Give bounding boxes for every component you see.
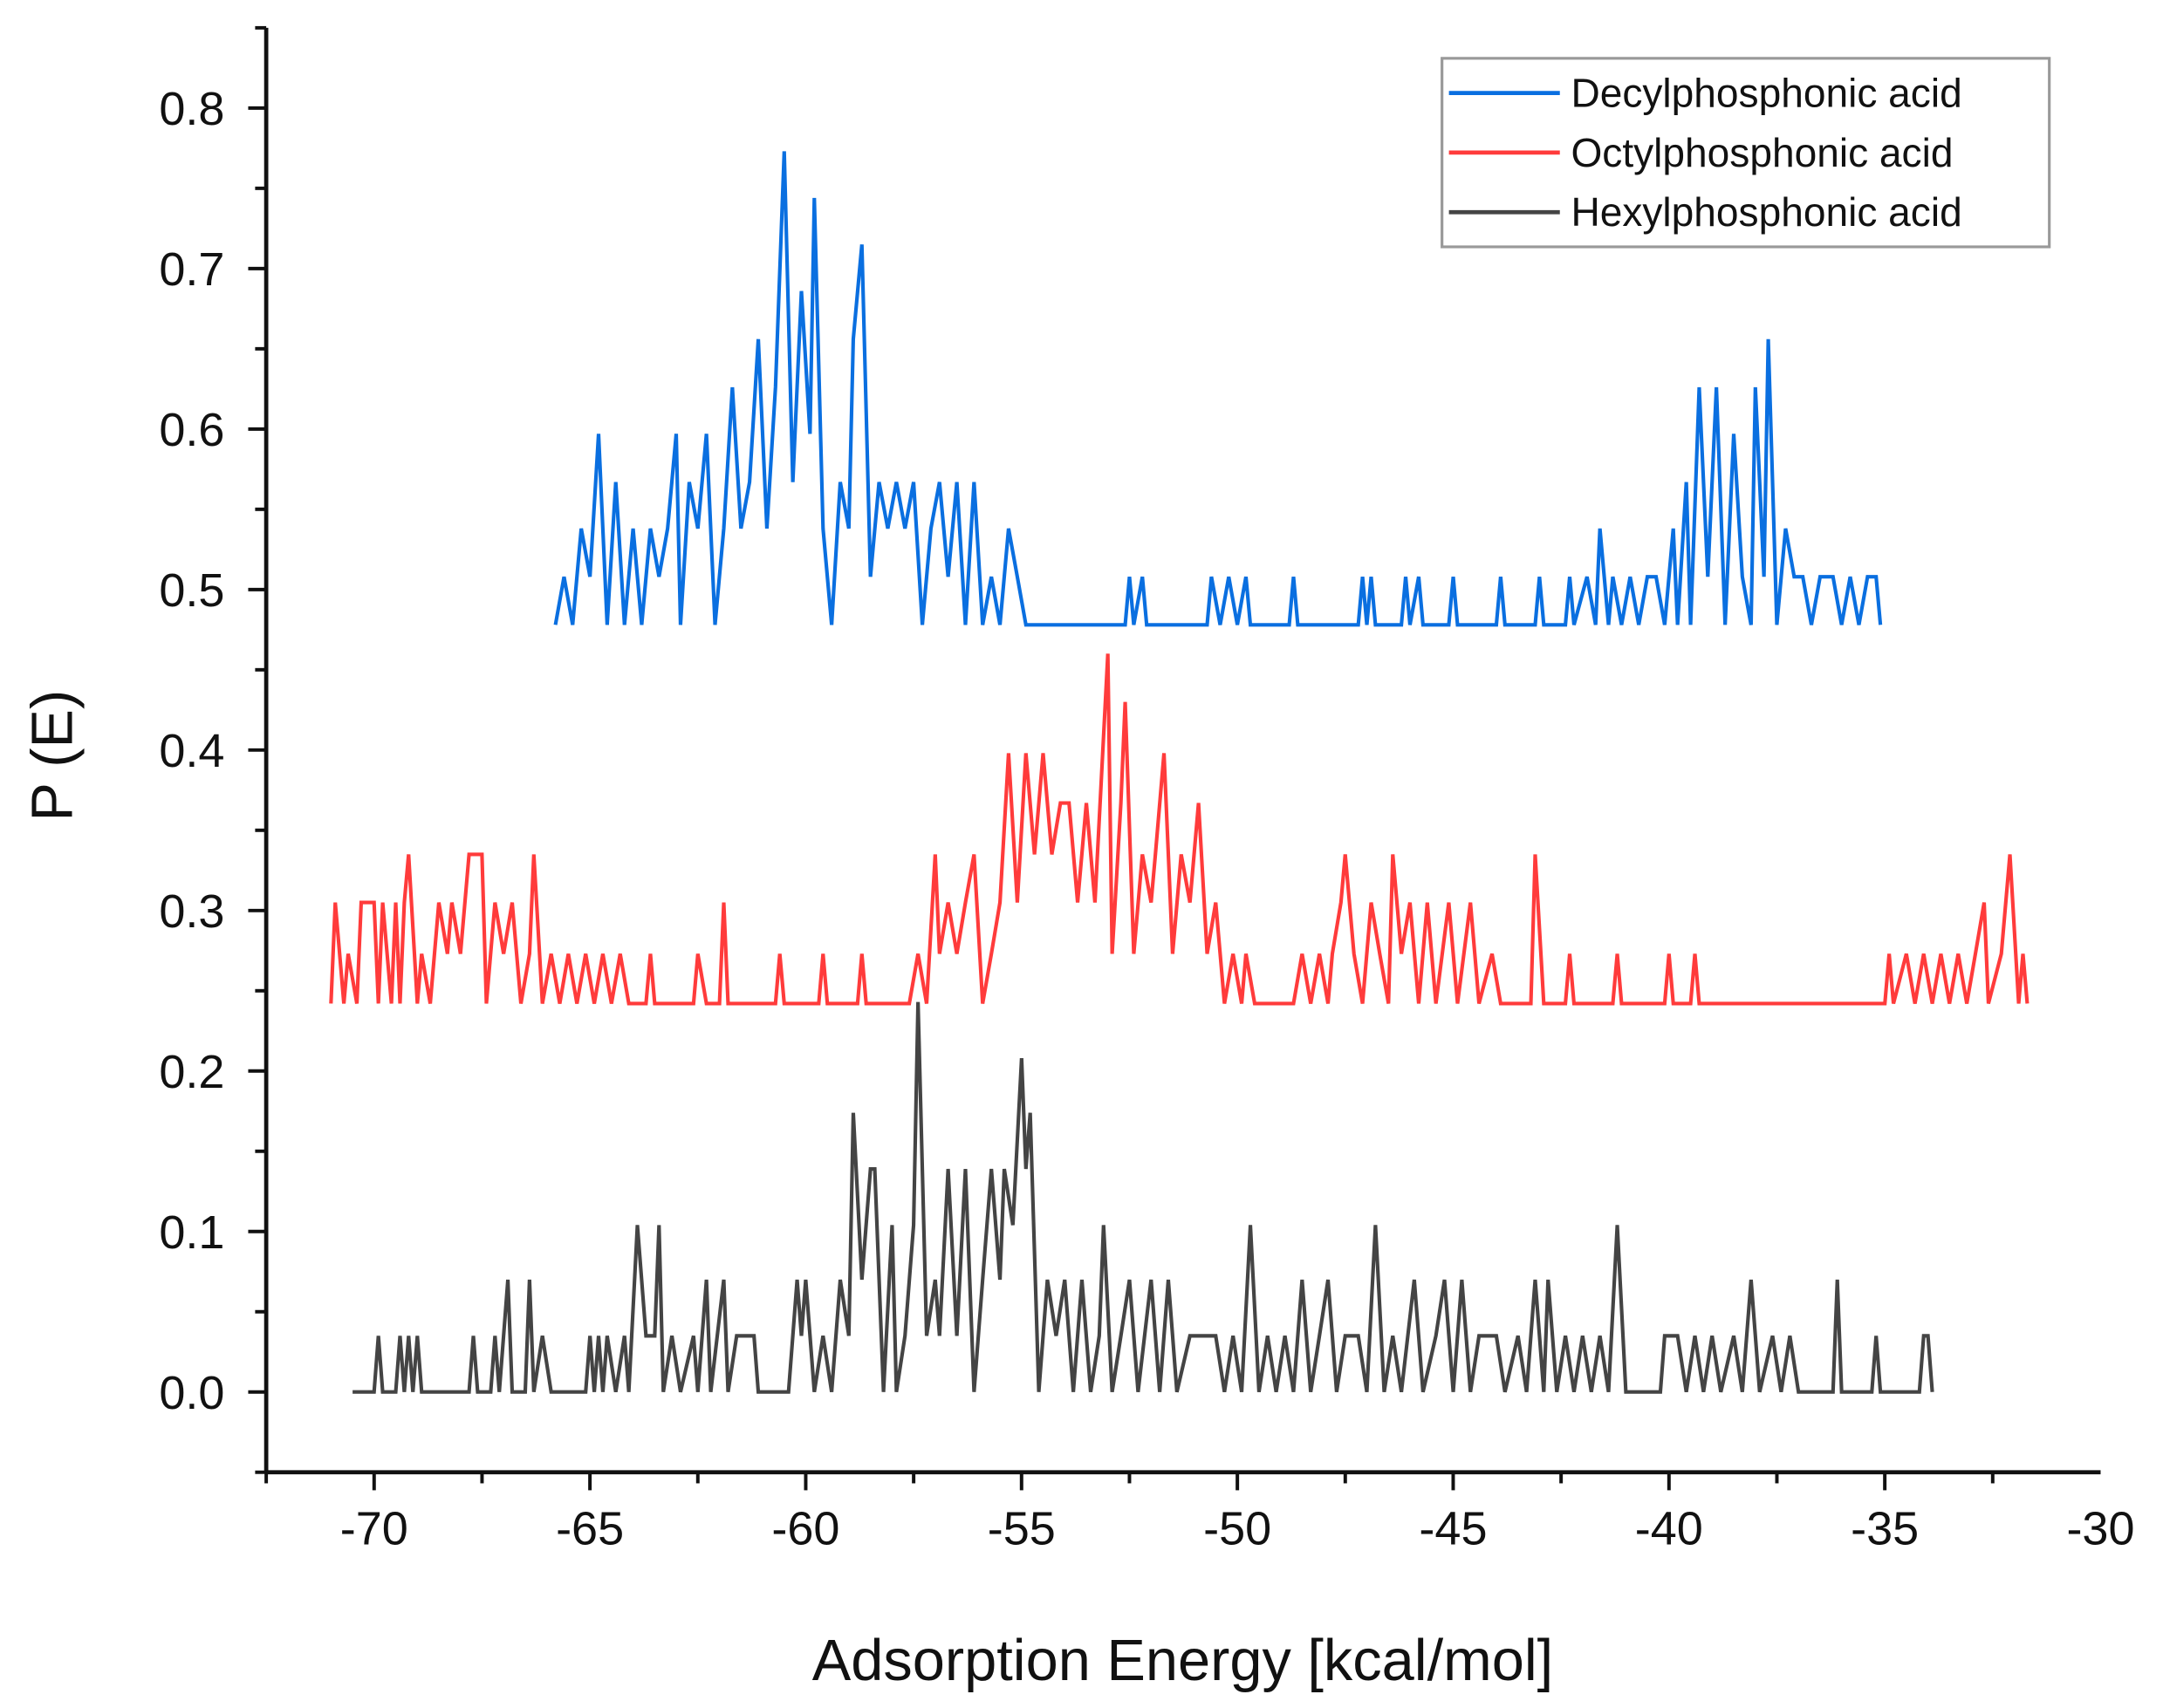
x-tick-label: -65 bbox=[556, 1502, 624, 1554]
y-tick-label: 0.2 bbox=[159, 1046, 224, 1098]
y-axis-title: P (E) bbox=[21, 690, 86, 822]
x-tick-label: -35 bbox=[1851, 1502, 1919, 1554]
legend-label-decylphosphonic-acid: Decylphosphonic acid bbox=[1571, 70, 1961, 115]
y-tick-label: 0.4 bbox=[159, 725, 224, 777]
legend: Decylphosphonic acid Octylphosphonic acid… bbox=[1441, 57, 2051, 249]
x-tick-label: -30 bbox=[2066, 1502, 2134, 1554]
x-tick-label: -60 bbox=[771, 1502, 839, 1554]
x-axis-title: Adsorption Energy [kcal/mol] bbox=[812, 1629, 1553, 1693]
axes: -70 -65 -60 -55 -50 -45 -40 -35 -30 0.0 0.1 0.2 0.3 0… bbox=[159, 25, 2135, 1554]
y-tick-label: 0.7 bbox=[159, 243, 224, 296]
legend-label-hexylphosphonic-acid: Hexylphosphonic acid bbox=[1571, 189, 1961, 235]
series-line-octylphosphonic-acid bbox=[329, 653, 2030, 1006]
y-tick-label: 0.0 bbox=[159, 1367, 224, 1419]
series-line-decylphosphonic-acid bbox=[553, 151, 1883, 627]
y-tick-label: 0.5 bbox=[159, 564, 224, 617]
x-tick-label: -45 bbox=[1419, 1502, 1487, 1554]
series-line-hexylphosphonic-acid bbox=[353, 1001, 1934, 1394]
series-layer bbox=[329, 151, 2030, 1394]
x-tick-label: -55 bbox=[988, 1502, 1056, 1554]
y-tick-label: 0.6 bbox=[159, 404, 224, 456]
y-tick-label: 0.8 bbox=[159, 83, 224, 135]
y-tick-label: 0.1 bbox=[159, 1206, 224, 1259]
x-tick-label: -40 bbox=[1635, 1502, 1703, 1554]
x-tick-label: -50 bbox=[1203, 1502, 1271, 1554]
x-tick-label: -70 bbox=[340, 1502, 408, 1554]
y-tick-label: 0.3 bbox=[159, 885, 224, 938]
legend-label-octylphosphonic-acid: Octylphosphonic acid bbox=[1571, 130, 1953, 175]
